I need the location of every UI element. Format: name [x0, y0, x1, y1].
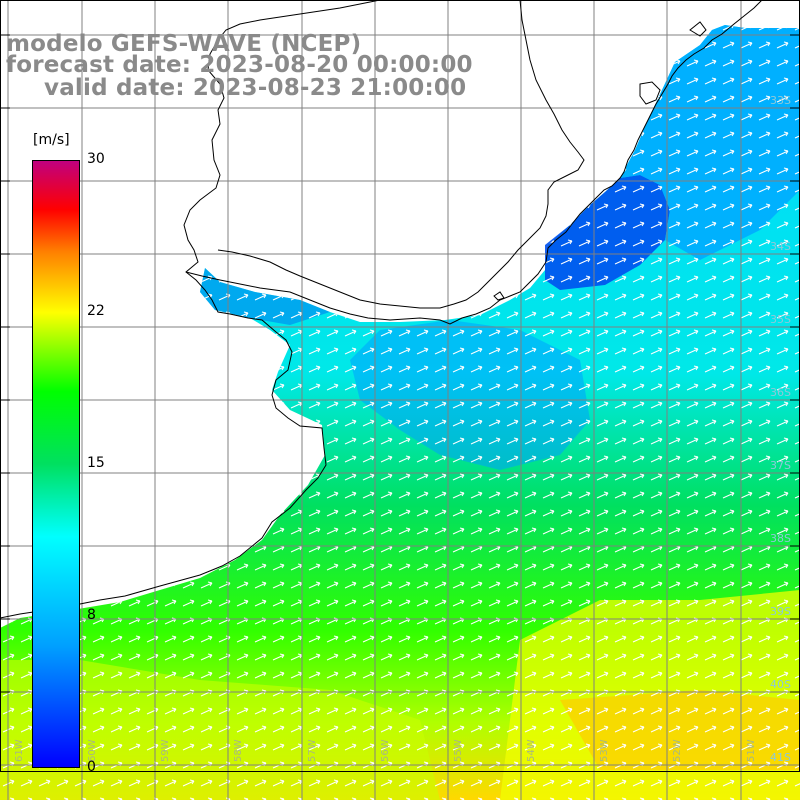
lat-label: 37S: [770, 459, 791, 472]
lon-label: 54W: [526, 739, 537, 762]
colorbar: [32, 160, 80, 768]
colorbar-tick: 30: [87, 151, 105, 167]
lat-label: 38S: [770, 532, 791, 545]
lon-label: 52W: [672, 739, 683, 762]
lon-label: 53W: [599, 739, 610, 762]
lat-label: 35S: [770, 313, 791, 326]
edge-ticks: [0, 34, 800, 693]
lon-label: 60W: [87, 739, 98, 762]
lon-label: 58W: [233, 739, 244, 762]
lat-label: 41S: [770, 751, 791, 764]
model-title: modelo GEFS-WAVE (NCEP): [6, 31, 362, 57]
lat-label: 34S: [770, 240, 791, 253]
lon-label: 57W: [307, 739, 318, 762]
wind-field: [0, 25, 800, 800]
colorbar-tick: 22: [87, 303, 105, 319]
lon-label: 55W: [453, 739, 464, 762]
lon-label: 56W: [380, 739, 391, 762]
lon-label: 59W: [160, 739, 171, 762]
lat-label: 33S: [770, 94, 791, 107]
lat-label: 40S: [770, 678, 791, 691]
lon-label: 61W: [14, 739, 25, 762]
coastline: [0, 0, 763, 619]
latitude-labels: 33S 34S 35S 36S 37S 38S 39S 40S 41S: [770, 94, 791, 764]
wind-arrows: [0, 25, 800, 800]
colorbar-tick: 0: [87, 759, 96, 775]
lat-label: 39S: [770, 605, 791, 618]
colorbar-unit: [m/s]: [33, 132, 70, 148]
forecast-date: forecast date: 2023-08-20 00:00:00: [6, 52, 473, 78]
longitude-labels: 61W 60W 59W 58W 57W 56W 55W 54W 53W 52W …: [14, 739, 757, 762]
valid-date: valid date: 2023-08-23 21:00:00: [44, 75, 467, 101]
colorbar-tick: 15: [87, 455, 105, 471]
lon-label: 51W: [746, 739, 757, 762]
colorbar-tick: 8: [87, 607, 96, 623]
lat-label: 36S: [770, 386, 791, 399]
